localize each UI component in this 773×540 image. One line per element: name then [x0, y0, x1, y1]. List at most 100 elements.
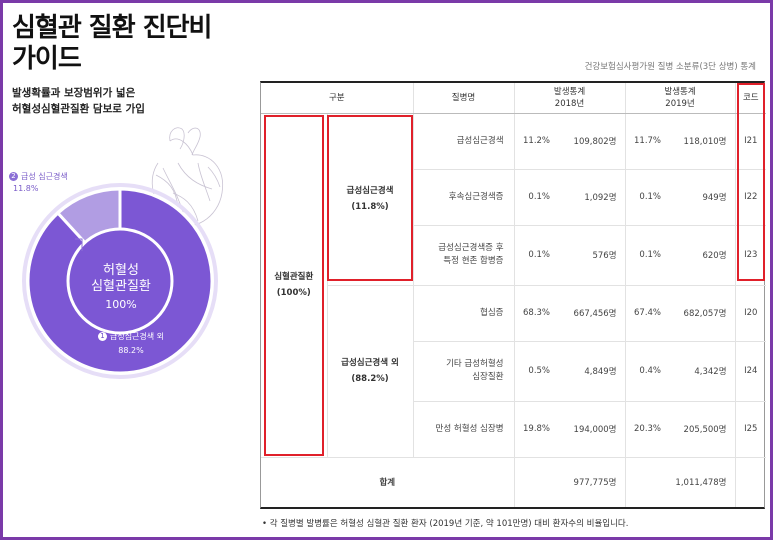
donut-chart-area: 2 급성 심근경색 11.8% 허혈성 심혈관질환 100% 1 급성심근경색 외 …: [3, 123, 258, 423]
disease-name: 후속심근경색증: [412, 169, 515, 226]
pct-2018: 0.1%: [513, 225, 559, 286]
legend-number-badge: 2: [9, 172, 18, 181]
disease-code: I22: [734, 169, 767, 226]
disease-name: 급성심근경색: [412, 113, 515, 170]
subtitle-line-1: 발생확률과 보장범위가 넓은: [12, 87, 136, 99]
header-stat-2018: 발생통계 2018년: [513, 83, 626, 114]
pct-2018: 11.2%: [513, 113, 559, 170]
pct-2019: 67.4%: [624, 285, 670, 342]
group-cardiovascular-pct: (100%): [276, 288, 311, 298]
header-code: 코드: [734, 83, 767, 114]
table-row: 급성심근경색 외 (88.2%) 협심증 68.3% 667,456명 67.4…: [261, 285, 767, 458]
header-group: 구분: [261, 83, 414, 114]
disease-name-line: 심장질환: [472, 372, 504, 382]
disease-name-line: 후속심근경색증: [448, 191, 504, 202]
count-2018: 4,849명: [558, 341, 626, 402]
pct-2019: 20.3%: [624, 401, 670, 458]
page-title: 심혈관 질환 진단비 가이드: [12, 13, 252, 75]
disease-name-line: 만성 허혈성 심장병: [435, 423, 504, 434]
total-label: 합계: [261, 456, 515, 507]
group-other: 급성심근경색 외 (88.2%): [326, 285, 414, 458]
disease-name-line: 급성심근경색: [456, 135, 504, 146]
pct-2018: 0.5%: [513, 341, 559, 402]
donut-center-pct: 100%: [105, 298, 137, 311]
legend-number-badge: 1: [97, 332, 107, 341]
pct-2018: 68.3%: [513, 285, 559, 342]
footnote: • 각 질병별 발병률은 허혈성 심혈관 질환 환자 (2019년 기준, 약 …: [262, 519, 629, 529]
disease-name: 기타 급성허혈성 심장질환: [412, 341, 515, 402]
donut-center-line-2: 심혈관질환: [91, 279, 151, 294]
table-header-row: 구분 질병명 발생통계 2018년 발생통계 2019년 코드: [261, 83, 767, 114]
legend-other-label: 급성심근경색 외: [109, 332, 165, 341]
legend-acute-mi-label: 급성 심근경색: [21, 172, 68, 181]
donut-center-disc: [66, 227, 174, 335]
legend-acute-mi-pct: 11.8%: [13, 184, 39, 193]
header-disease: 질병명: [412, 83, 515, 114]
donut-center-line-1: 허혈성: [103, 263, 139, 278]
count-2018: 667,456명: [558, 285, 626, 342]
disease-code: I23: [734, 225, 767, 286]
disease-code: I25: [734, 401, 767, 458]
count-2019: 205,500명: [669, 401, 736, 458]
pct-2019: 11.7%: [624, 113, 670, 170]
disease-name-line: 특정 현존 합병증: [443, 256, 504, 266]
disease-name: 협심증: [412, 285, 515, 342]
group-cardiovascular: 심혈관질환 (100%): [261, 113, 327, 458]
count-2018: 1,092명: [558, 169, 626, 226]
legend-leader-line: [75, 238, 83, 251]
donut-chart: [22, 183, 218, 379]
pct-2019: 0.4%: [624, 341, 670, 402]
group-cardiovascular-label: 심혈관질환: [274, 272, 314, 282]
subtitle-line-2: 허혈성심혈관질환 담보로 가입: [12, 103, 145, 115]
header-stat-2018-label: 발생통계: [553, 86, 586, 97]
header-stat-2018-year: 2018년: [554, 98, 585, 109]
group-acute-mi: 급성심근경색 (11.8%): [326, 113, 414, 286]
disease-code: I21: [734, 113, 767, 170]
total-code: [734, 456, 767, 507]
header-stat-2019: 발생통계 2019년: [624, 83, 736, 114]
disease-name: 급성심근경색증 후 특정 현존 합병증: [412, 225, 515, 286]
table-row: 기타 급성허혈성 심장질환 0.5% 4,849명 0.4% 4,342명 I2…: [261, 341, 767, 402]
legend-other: 1 급성심근경색 외 88.2%: [76, 331, 186, 355]
count-2018: 576명: [558, 225, 626, 286]
disease-code: I24: [734, 341, 767, 402]
disease-name-line: 기타 급성허혈성: [446, 359, 504, 369]
legend-other-pct: 88.2%: [118, 346, 144, 355]
donut-outer-ring: [22, 183, 218, 379]
disease-name: 만성 허혈성 심장병: [412, 401, 515, 458]
total-pct-2019: [624, 456, 670, 507]
count-2019: 4,342명: [669, 341, 736, 402]
table-row: 급성심근경색증 후 특정 현존 합병증 0.1% 576명 0.1% 620명 …: [261, 225, 767, 286]
donut-center-label: 허혈성 심혈관질환 100%: [71, 263, 171, 311]
table-row: 후속심근경색증 0.1% 1,092명 0.1% 949명 I22: [261, 169, 767, 226]
total-count-2018: 977,775명: [558, 456, 626, 507]
left-panel: 심혈관 질환 진단비 가이드 발생확률과 보장범위가 넓은 허혈성심혈관질환 담…: [12, 13, 252, 117]
header-stat-2019-label: 발생통계: [664, 86, 696, 97]
table-row: 심혈관질환 (100%) 급성심근경색 (11.8%) 급성심근경색 11.2%…: [261, 113, 767, 458]
count-2019: 682,057명: [669, 285, 736, 342]
title-line-2: 가이드: [12, 44, 82, 74]
total-pct-2018: [513, 456, 559, 507]
group-acute-mi-label: 급성심근경색: [346, 186, 394, 196]
count-2018: 194,000명: [558, 401, 626, 458]
disease-name-line: 협심증: [480, 307, 504, 318]
group-acute-mi-pct: (11.8%): [351, 202, 389, 212]
count-2018: 109,802명: [558, 113, 626, 170]
legend-acute-mi: 2 급성 심근경색 11.8%: [9, 171, 68, 193]
heart-illustration-icon: [151, 127, 224, 227]
source-note: 건강보험심사평가원 질병 소분류(3단 상병) 통계: [584, 62, 756, 72]
total-count-2019: 1,011,478명: [669, 456, 736, 507]
pct-2019: 0.1%: [624, 225, 670, 286]
count-2019: 118,010명: [669, 113, 736, 170]
page-subtitle: 발생확률과 보장범위가 넓은 허혈성심혈관질환 담보로 가입: [12, 85, 252, 117]
count-2019: 949명: [669, 169, 736, 226]
table-total-row: 합계 977,775명 1,011,478명: [261, 456, 767, 507]
group-other-pct: (88.2%): [351, 374, 389, 384]
disease-name-line: 급성심근경색증 후: [438, 243, 504, 253]
pct-2019: 0.1%: [624, 169, 670, 226]
header-stat-2019-year: 2019년: [665, 98, 695, 109]
pct-2018: 19.8%: [513, 401, 559, 458]
pct-2018: 0.1%: [513, 169, 559, 226]
title-line-1: 심혈관 질환 진단비: [12, 13, 212, 43]
